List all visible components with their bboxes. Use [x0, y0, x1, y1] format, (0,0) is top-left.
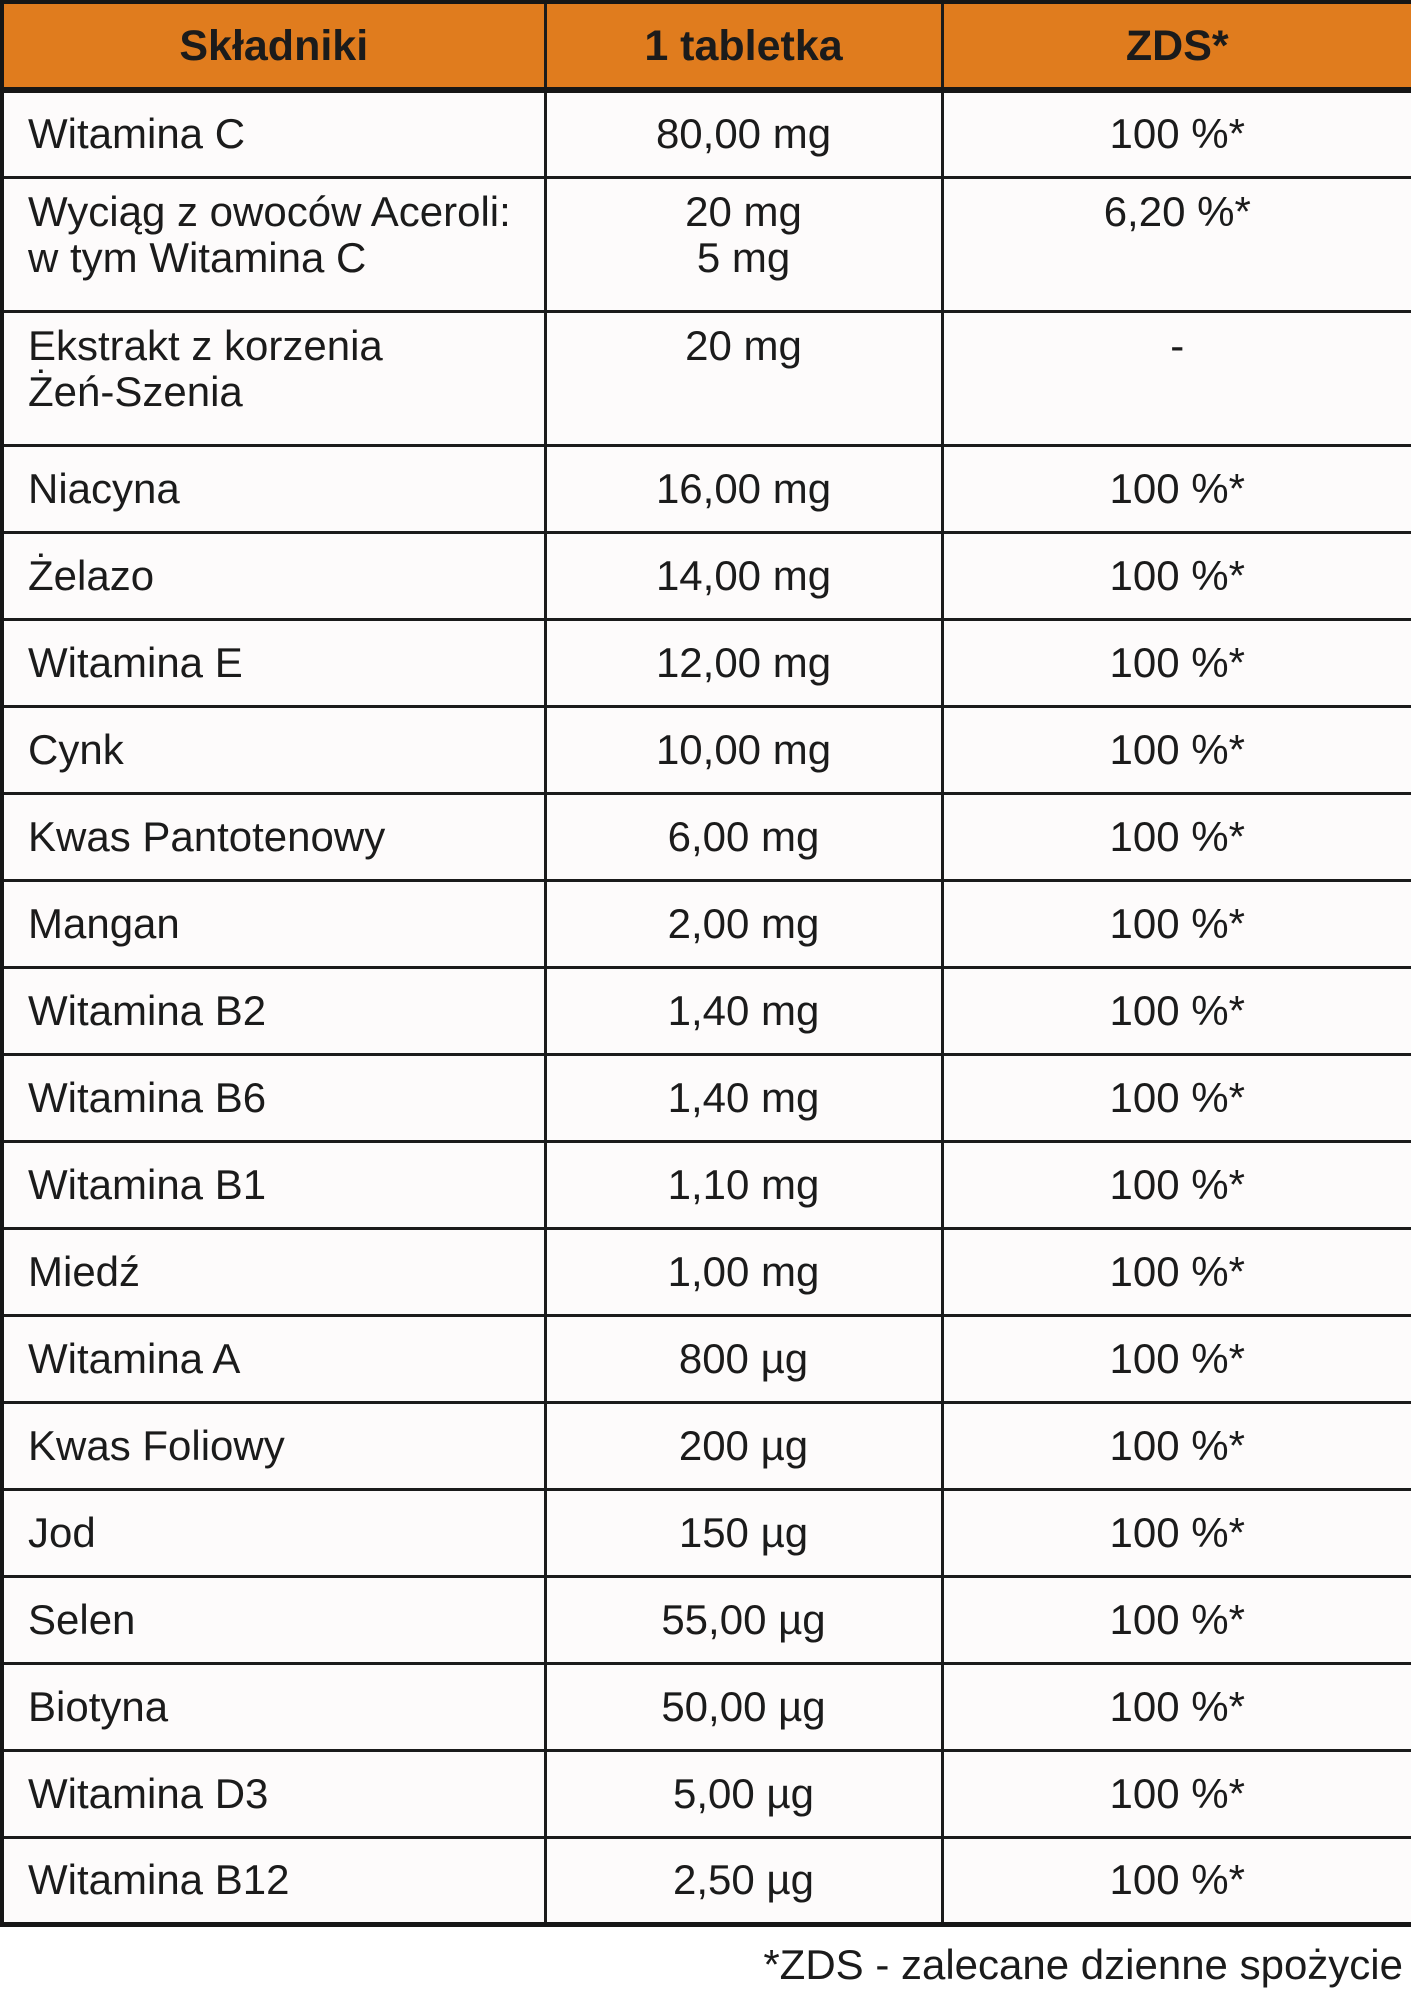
- ingredient-name-cell: Cynk: [0, 704, 547, 795]
- zds-cell: 100 %*: [940, 1400, 1411, 1491]
- ingredient-name-cell: Wyciąg z owoców Aceroli: w tym Witamina …: [0, 175, 547, 313]
- table-row: Witamina E 12,00 mg 100 %*: [0, 617, 1411, 708]
- zds-cell: 100 %*: [940, 530, 1411, 621]
- zds-cell: 100 %*: [940, 704, 1411, 795]
- ingredient-name-cell: Witamina B12: [0, 1835, 547, 1927]
- ingredient-name-cell: Witamina B1: [0, 1139, 547, 1230]
- zds-cell: 6,20 %*: [940, 175, 1411, 313]
- table-row: Witamina B2 1,40 mg 100 %*: [0, 965, 1411, 1056]
- ingredient-name-cell: Mangan: [0, 878, 547, 969]
- amount-cell: 12,00 mg: [543, 617, 944, 708]
- header-ingredients: Składniki: [0, 0, 547, 93]
- ingredient-name-cell: Ekstrakt z korzenia Żeń-Szenia: [0, 309, 547, 447]
- zds-cell: 100 %*: [940, 617, 1411, 708]
- amount-cell: 50,00 µg: [543, 1661, 944, 1752]
- table-row: Żelazo 14,00 mg 100 %*: [0, 530, 1411, 621]
- table-row: Selen 55,00 µg 100 %*: [0, 1574, 1411, 1665]
- zds-cell: 100 %*: [940, 443, 1411, 534]
- ingredient-name-cell: Witamina A: [0, 1313, 547, 1404]
- amount-cell: 200 µg: [543, 1400, 944, 1491]
- zds-cell: 100 %*: [940, 878, 1411, 969]
- ingredient-name-cell: Jod: [0, 1487, 547, 1578]
- table-row: Witamina B1 1,10 mg 100 %*: [0, 1139, 1411, 1230]
- amount-cell: 80,00 mg: [543, 88, 944, 179]
- ingredient-name-cell: Witamina B2: [0, 965, 547, 1056]
- table-row: Kwas Foliowy 200 µg 100 %*: [0, 1400, 1411, 1491]
- table-row: Witamina B6 1,40 mg 100 %*: [0, 1052, 1411, 1143]
- zds-cell: 100 %*: [940, 1139, 1411, 1230]
- zds-cell: 100 %*: [940, 1574, 1411, 1665]
- amount-cell: 16,00 mg: [543, 443, 944, 534]
- table-header: Składniki 1 tabletka ZDS*: [0, 0, 1411, 93]
- amount-cell: 5,00 µg: [543, 1748, 944, 1839]
- nutrition-table: Składniki 1 tabletka ZDS* Witamina C 80,…: [0, 0, 1411, 1927]
- amount-cell: 14,00 mg: [543, 530, 944, 621]
- ingredient-name-cell: Witamina B6: [0, 1052, 547, 1143]
- zds-cell: 100 %*: [940, 1226, 1411, 1317]
- table-row: Jod 150 µg 100 %*: [0, 1487, 1411, 1578]
- zds-cell: 100 %*: [940, 1313, 1411, 1404]
- ingredient-name-cell: Witamina D3: [0, 1748, 547, 1839]
- table-row: Witamina D3 5,00 µg 100 %*: [0, 1748, 1411, 1839]
- amount-cell: 150 µg: [543, 1487, 944, 1578]
- zds-cell: 100 %*: [940, 1661, 1411, 1752]
- table-row: Witamina C 80,00 mg 100 %*: [0, 88, 1411, 179]
- amount-cell: 1,00 mg: [543, 1226, 944, 1317]
- zds-cell: 100 %*: [940, 965, 1411, 1056]
- amount-cell: 20 mg 5 mg: [543, 175, 944, 313]
- amount-cell: 10,00 mg: [543, 704, 944, 795]
- table-row: Wyciąg z owoców Aceroli: w tym Witamina …: [0, 175, 1411, 313]
- ingredient-name-cell: Witamina C: [0, 88, 547, 179]
- amount-cell: 2,50 µg: [543, 1835, 944, 1927]
- ingredient-name-cell: Niacyna: [0, 443, 547, 534]
- header-row: Składniki 1 tabletka ZDS*: [0, 0, 1411, 93]
- amount-cell: 1,40 mg: [543, 1052, 944, 1143]
- zds-cell: 100 %*: [940, 791, 1411, 882]
- zds-footnote: *ZDS - zalecane dzienne spożycie: [763, 1940, 1403, 1988]
- amount-cell: 6,00 mg: [543, 791, 944, 882]
- amount-cell: 1,10 mg: [543, 1139, 944, 1230]
- table-row: Biotyna 50,00 µg 100 %*: [0, 1661, 1411, 1752]
- ingredient-name-cell: Żelazo: [0, 530, 547, 621]
- ingredient-name-cell: Kwas Foliowy: [0, 1400, 547, 1491]
- ingredient-name-cell: Witamina E: [0, 617, 547, 708]
- table-row: Witamina A 800 µg 100 %*: [0, 1313, 1411, 1404]
- zds-cell: 100 %*: [940, 1487, 1411, 1578]
- header-per-tablet: 1 tabletka: [543, 0, 944, 93]
- amount-cell: 55,00 µg: [543, 1574, 944, 1665]
- header-zds: ZDS*: [940, 0, 1411, 93]
- zds-cell: 100 %*: [940, 1835, 1411, 1927]
- table-row: Cynk 10,00 mg 100 %*: [0, 704, 1411, 795]
- table-row: Miedź 1,00 mg 100 %*: [0, 1226, 1411, 1317]
- table-row: Niacyna 16,00 mg 100 %*: [0, 443, 1411, 534]
- zds-cell: 100 %*: [940, 1748, 1411, 1839]
- amount-cell: 1,40 mg: [543, 965, 944, 1056]
- amount-cell: 20 mg: [543, 309, 944, 447]
- amount-cell: 2,00 mg: [543, 878, 944, 969]
- ingredient-name-cell: Kwas Pantotenowy: [0, 791, 547, 882]
- zds-cell: 100 %*: [940, 1052, 1411, 1143]
- table-row: Kwas Pantotenowy 6,00 mg 100 %*: [0, 791, 1411, 882]
- ingredient-name-cell: Biotyna: [0, 1661, 547, 1752]
- table-row: Ekstrakt z korzenia Żeń-Szenia 20 mg -: [0, 309, 1411, 447]
- table-row: Witamina B12 2,50 µg 100 %*: [0, 1835, 1411, 1927]
- table-row: Mangan 2,00 mg 100 %*: [0, 878, 1411, 969]
- ingredient-name-cell: Miedź: [0, 1226, 547, 1317]
- ingredient-name-cell: Selen: [0, 1574, 547, 1665]
- amount-cell: 800 µg: [543, 1313, 944, 1404]
- zds-cell: -: [940, 309, 1411, 447]
- zds-cell: 100 %*: [940, 88, 1411, 179]
